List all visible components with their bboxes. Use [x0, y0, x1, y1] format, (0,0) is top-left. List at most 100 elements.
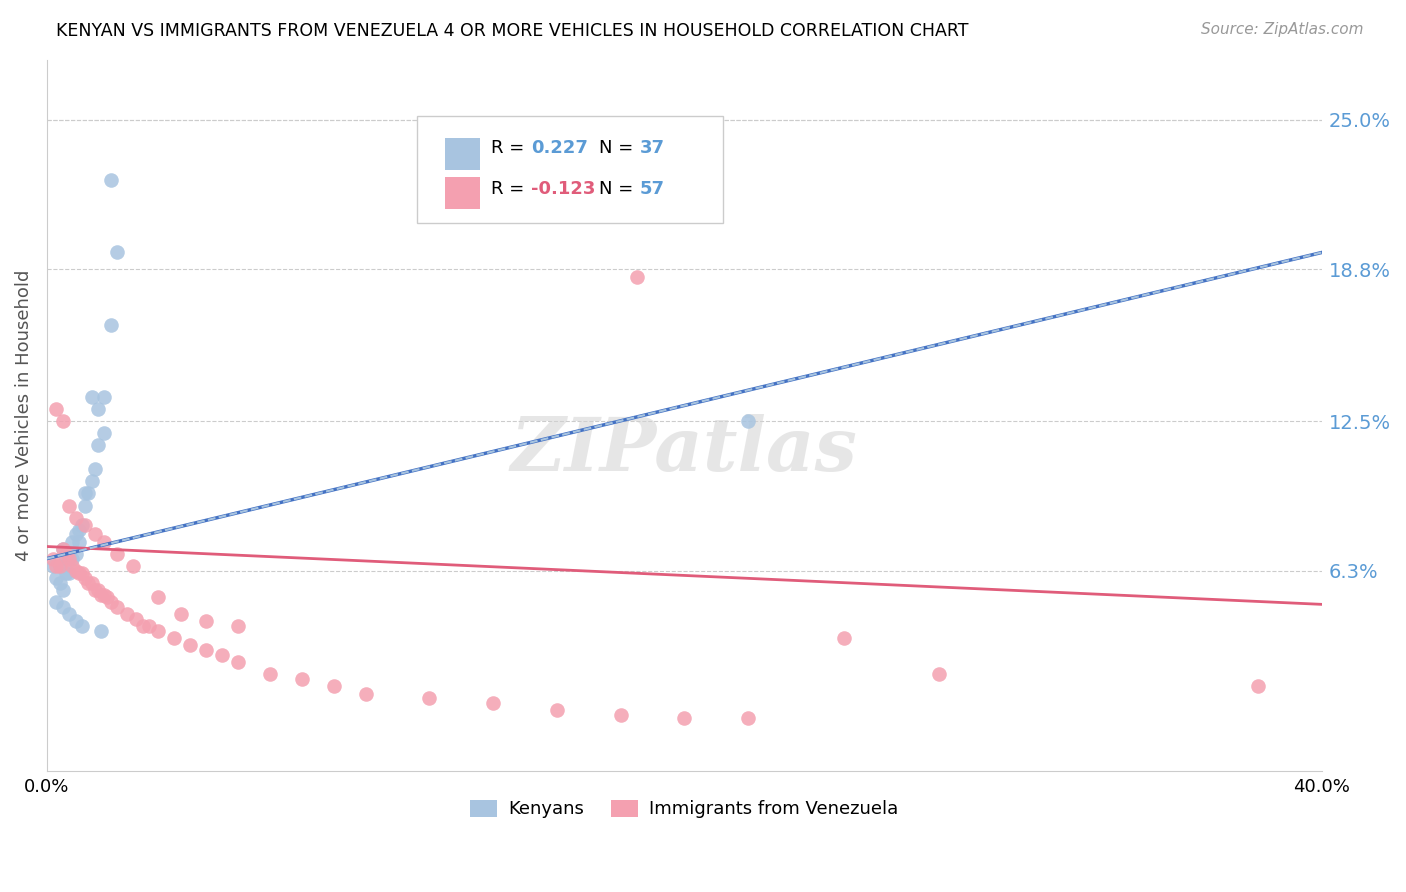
- Point: [65, 564, 87, 578]
- Text: N =: N =: [599, 139, 638, 158]
- Point: [93, 426, 115, 441]
- Point: [55, 551, 77, 566]
- Point: [65, 614, 87, 628]
- Point: [100, 173, 122, 187]
- Point: [60, 534, 83, 549]
- Point: [354, 687, 377, 701]
- Point: [83, 582, 105, 597]
- Point: [211, 648, 233, 662]
- Point: [418, 691, 440, 706]
- Point: [80, 575, 103, 590]
- Point: [226, 619, 249, 633]
- Point: [259, 667, 281, 681]
- Text: 57: 57: [640, 180, 665, 198]
- Point: [75, 499, 97, 513]
- Point: [65, 510, 87, 524]
- Point: [148, 590, 170, 604]
- Point: [482, 696, 505, 710]
- Point: [67, 534, 90, 549]
- Point: [75, 517, 97, 532]
- Point: [928, 667, 950, 681]
- Point: [83, 462, 105, 476]
- Text: R =: R =: [491, 139, 530, 158]
- Point: [80, 475, 103, 489]
- Text: Source: ZipAtlas.com: Source: ZipAtlas.com: [1201, 22, 1364, 37]
- Point: [52, 541, 75, 556]
- Point: [65, 527, 87, 541]
- Point: [93, 588, 115, 602]
- Point: [195, 614, 218, 628]
- FancyBboxPatch shape: [416, 117, 723, 223]
- Point: [70, 566, 93, 580]
- Point: [125, 612, 148, 626]
- Point: [105, 547, 128, 561]
- Point: [48, 575, 70, 590]
- Point: [322, 679, 344, 693]
- Point: [163, 631, 186, 645]
- Point: [737, 711, 759, 725]
- Point: [546, 703, 568, 717]
- Point: [93, 534, 115, 549]
- Point: [67, 566, 90, 580]
- FancyBboxPatch shape: [444, 138, 481, 169]
- Point: [45, 558, 67, 573]
- Point: [80, 390, 103, 404]
- Point: [48, 558, 70, 573]
- Point: [195, 643, 218, 657]
- Point: [87, 438, 110, 452]
- Point: [52, 582, 75, 597]
- Point: [138, 619, 160, 633]
- Text: R =: R =: [491, 180, 530, 198]
- Point: [60, 558, 83, 573]
- Point: [45, 595, 67, 609]
- Point: [87, 582, 110, 597]
- Text: KENYAN VS IMMIGRANTS FROM VENEZUELA 4 OR MORE VEHICLES IN HOUSEHOLD CORRELATION : KENYAN VS IMMIGRANTS FROM VENEZUELA 4 OR…: [56, 22, 969, 40]
- Point: [832, 631, 855, 645]
- Point: [52, 599, 75, 614]
- Point: [737, 414, 759, 428]
- Point: [148, 624, 170, 638]
- Point: [58, 547, 80, 561]
- Point: [170, 607, 193, 621]
- Point: [55, 547, 77, 561]
- Point: [83, 527, 105, 541]
- Point: [626, 269, 648, 284]
- Point: [105, 599, 128, 614]
- Point: [291, 672, 314, 686]
- Point: [90, 624, 112, 638]
- Point: [58, 551, 80, 566]
- Point: [226, 655, 249, 669]
- Point: [48, 558, 70, 573]
- Point: [42, 558, 65, 573]
- Point: [52, 541, 75, 556]
- Text: 0.227: 0.227: [531, 139, 588, 158]
- Legend: Kenyans, Immigrants from Venezuela: Kenyans, Immigrants from Venezuela: [463, 792, 905, 826]
- Point: [75, 571, 97, 585]
- Point: [90, 588, 112, 602]
- Point: [105, 245, 128, 260]
- Point: [77, 575, 100, 590]
- Point: [60, 551, 83, 566]
- Point: [42, 551, 65, 566]
- Point: [58, 566, 80, 580]
- Point: [77, 486, 100, 500]
- Point: [100, 318, 122, 332]
- Point: [65, 547, 87, 561]
- Point: [122, 558, 145, 573]
- Point: [70, 619, 93, 633]
- Text: 37: 37: [640, 139, 665, 158]
- Point: [70, 517, 93, 532]
- Point: [115, 607, 138, 621]
- Y-axis label: 4 or more Vehicles in Household: 4 or more Vehicles in Household: [15, 269, 32, 561]
- Point: [87, 402, 110, 417]
- Point: [67, 523, 90, 537]
- Point: [75, 486, 97, 500]
- Point: [45, 402, 67, 417]
- Point: [58, 607, 80, 621]
- Point: [55, 566, 77, 580]
- Point: [609, 708, 631, 723]
- Point: [673, 711, 696, 725]
- Point: [100, 595, 122, 609]
- FancyBboxPatch shape: [444, 177, 481, 209]
- Point: [52, 414, 75, 428]
